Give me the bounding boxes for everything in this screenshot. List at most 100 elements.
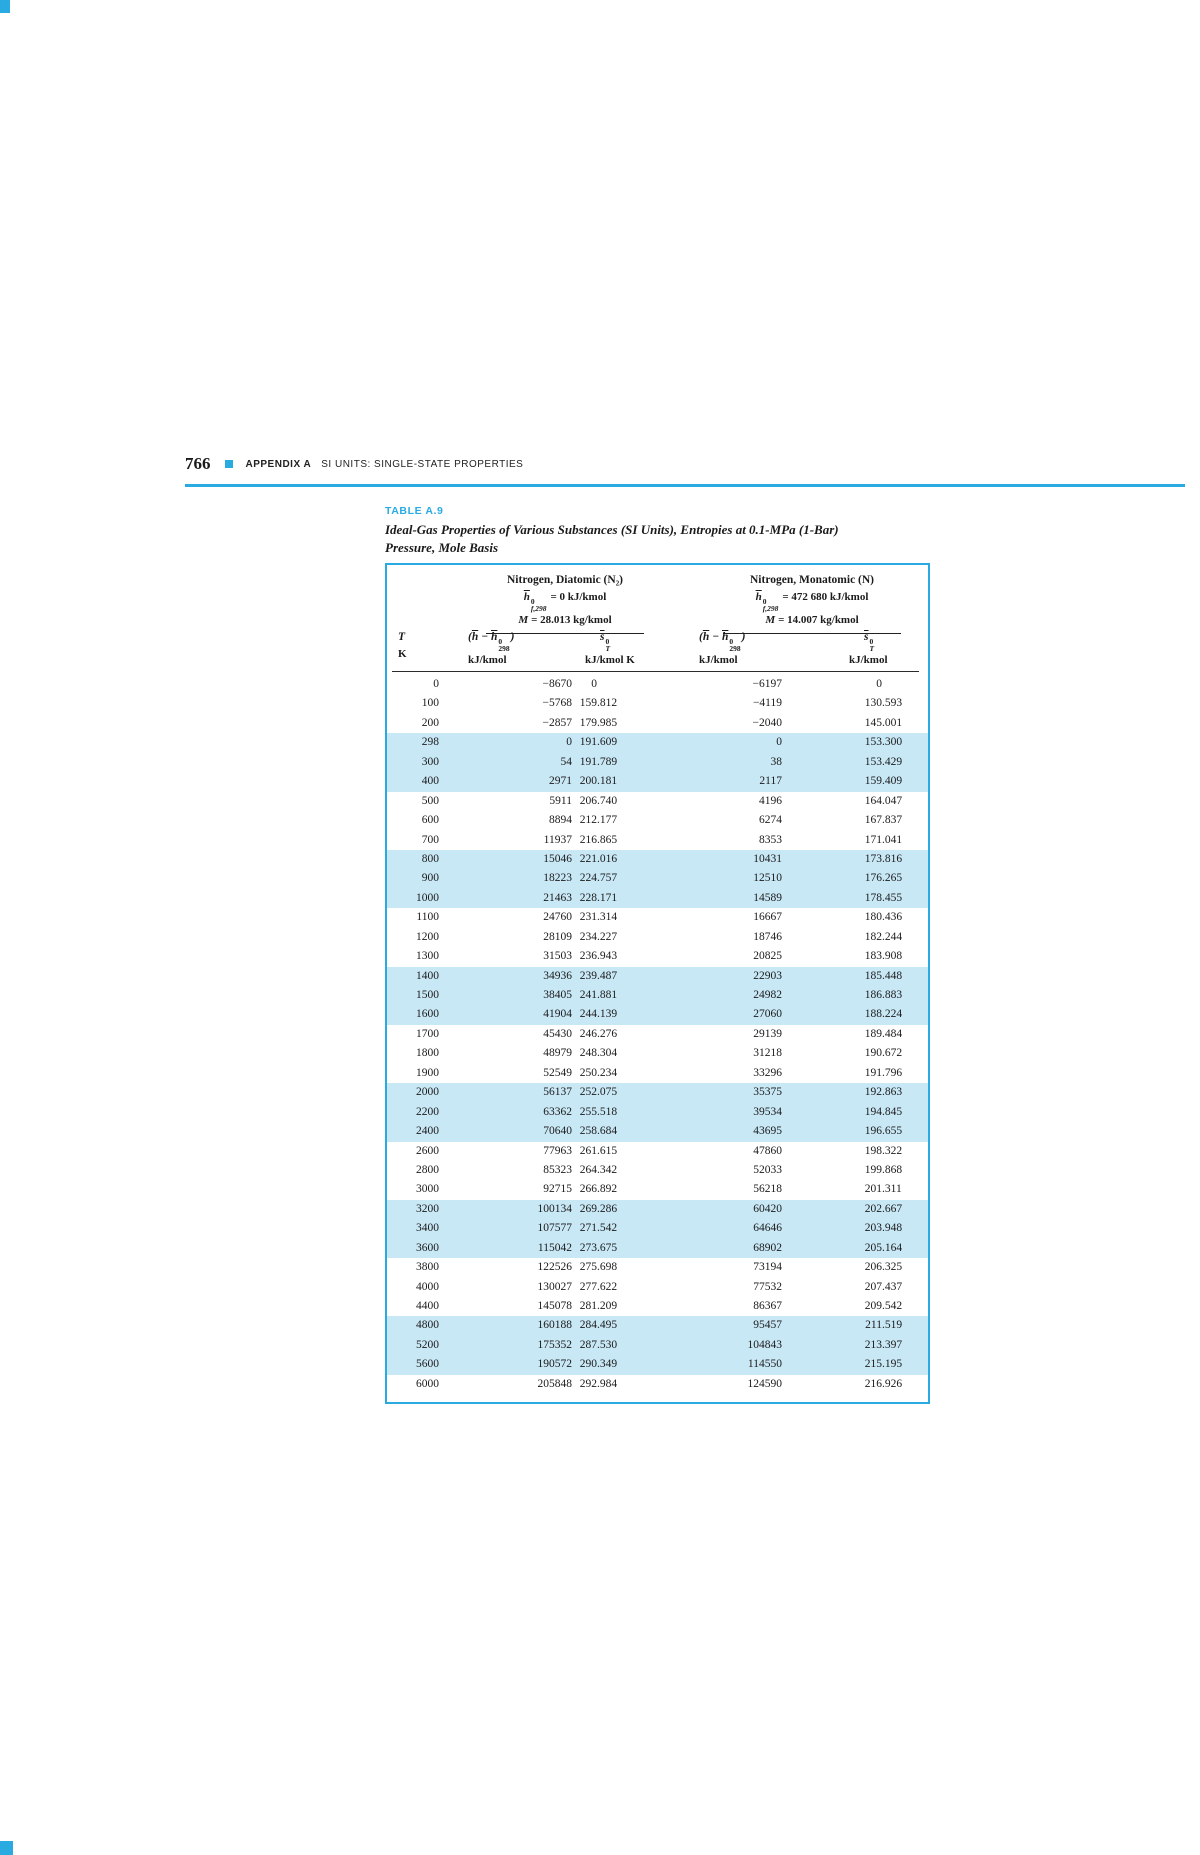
cell-enthalpy: 145078 (537, 1300, 573, 1312)
cell-enthalpy: −8670 (542, 678, 573, 690)
cell-entropy: 159.812 (579, 697, 618, 710)
h-bar-symbol: h (702, 631, 710, 643)
cell-entropy: 290.349 (579, 1358, 618, 1371)
table-row: 600 8894 212.177 6274 167.837 (387, 811, 928, 830)
cell-enthalpy: 45430 (543, 1027, 572, 1040)
sup-sub: 0 f,298 (530, 597, 547, 614)
group-underline (723, 633, 901, 635)
cell-enthalpy: 24760 (543, 911, 572, 924)
table-row: 1000 21463 228.171 14589 178.455 (387, 888, 928, 909)
cell-enthalpy: 38405 (543, 989, 572, 1001)
cell-temperature: 3600 (416, 1241, 439, 1254)
table-row: 2000 56137 252.075 35375 192.863 (387, 1083, 928, 1103)
cell-enthalpy: 31503 (543, 950, 572, 963)
cell-temperature: 2200 (416, 1105, 439, 1118)
hf-value: = 472 680 kJ/kmol (782, 591, 869, 603)
cell-entropy: 153.429 (864, 755, 903, 768)
cell-enthalpy: 14589 (753, 891, 782, 904)
cell-entropy: 145.001 (864, 716, 903, 729)
table-row: 2200 63362 255.518 39534 194.845 (387, 1102, 928, 1123)
s-bar-symbol: s (600, 631, 605, 643)
cell-enthalpy: 0 (566, 736, 572, 749)
cell-entropy: 186.883 (864, 989, 903, 1001)
cell-enthalpy: 43695 (753, 1125, 782, 1138)
cell-entropy: 264.342 (579, 1163, 618, 1176)
cell-enthalpy: 68902 (753, 1241, 782, 1254)
cell-entropy: 180.436 (864, 911, 903, 924)
cell-entropy: 216.865 (579, 833, 618, 846)
page-number: 766 (185, 454, 211, 473)
cell-entropy: 287.530 (579, 1338, 618, 1351)
cell-entropy: 271.542 (579, 1222, 618, 1235)
cell-enthalpy: 100134 (537, 1202, 573, 1215)
cell-enthalpy: 205848 (537, 1377, 573, 1390)
cell-enthalpy: 38 (770, 755, 783, 768)
table-title-line1: Ideal-Gas Properties of Various Substanc… (385, 522, 839, 537)
table-row: 5200 175352 287.530 104843 213.397 (387, 1335, 928, 1356)
cell-enthalpy: 130027 (537, 1280, 573, 1293)
cell-entropy: 212.177 (579, 814, 618, 827)
cell-enthalpy: 47860 (753, 1144, 782, 1157)
cell-enthalpy: 124590 (747, 1377, 783, 1390)
page-corner-mark-bottom (0, 1841, 13, 1855)
cell-enthalpy: 12510 (753, 872, 782, 885)
cell-enthalpy: 60420 (753, 1202, 782, 1215)
cell-temperature: 900 (421, 872, 439, 885)
cell-entropy: 188.224 (864, 1008, 903, 1021)
cell-temperature: 3200 (416, 1202, 439, 1215)
cell-entropy: 194.845 (864, 1105, 903, 1118)
table-row: 4000 130027 277.622 77532 207.437 (387, 1278, 928, 1297)
cell-entropy: 241.881 (579, 989, 618, 1001)
cell-entropy: 167.837 (864, 814, 903, 827)
cell-enthalpy: 95457 (753, 1319, 782, 1332)
group-header-nitrogen-diatomic: Nitrogen, Diatomic (N₂) h 0 f,298 = 0 kJ/km… (442, 572, 688, 635)
table-row: 3200 100134 269.286 60420 202.667 (387, 1199, 928, 1220)
cell-entropy: 0 (591, 678, 597, 690)
h-bar-symbol: h (523, 591, 530, 603)
h-bar-symbol: h (471, 631, 479, 643)
cell-enthalpy: 33296 (753, 1066, 782, 1079)
cell-temperature: 4000 (416, 1280, 439, 1293)
cell-temperature: 800 (421, 852, 439, 865)
cell-entropy: 153.300 (864, 736, 903, 749)
table-row: 3000 92715 266.892 56218 201.311 (387, 1180, 928, 1199)
cell-entropy: 261.615 (579, 1144, 618, 1157)
table-row: 298 0 191.609 0 153.300 (387, 733, 928, 753)
cell-temperature: 300 (421, 755, 439, 768)
table-row: 1900 52549 250.234 33296 191.796 (387, 1064, 928, 1083)
cell-temperature: 6000 (416, 1377, 439, 1390)
h-bar-symbol: h (721, 631, 729, 643)
cell-temperature: 0 (433, 678, 439, 690)
h-bar-symbol: h (755, 591, 762, 603)
cell-entropy: 215.195 (864, 1358, 903, 1371)
cell-enthalpy: 2117 (759, 775, 782, 788)
cell-enthalpy: 8353 (759, 833, 782, 846)
header-rule (185, 484, 1185, 487)
cell-enthalpy: 86367 (753, 1300, 782, 1312)
cell-temperature: 1100 (416, 911, 439, 924)
cell-entropy: 182.244 (864, 930, 903, 943)
data-table: Nitrogen, Diatomic (N₂) h 0 f,298 = 0 kJ/km… (385, 563, 930, 1404)
table-row: 700 11937 216.865 8353 171.041 (387, 831, 928, 850)
molar-mass: M = 28.013 kg/kmol (442, 612, 688, 629)
cell-entropy: 179.985 (579, 716, 618, 729)
table-row: 500 5911 206.740 4196 164.047 (387, 792, 928, 811)
cell-entropy: 190.672 (864, 1047, 903, 1060)
cell-enthalpy: −2857 (542, 716, 573, 729)
cell-temperature: 600 (421, 814, 439, 827)
cell-enthalpy: 85323 (543, 1163, 572, 1176)
cell-entropy: 246.276 (579, 1027, 618, 1040)
cell-temperature: 500 (421, 794, 439, 807)
molar-mass-value: = 28.013 kg/kmol (531, 614, 612, 627)
cell-enthalpy: 39534 (753, 1105, 782, 1118)
cell-entropy: 191.789 (579, 755, 618, 768)
cell-temperature: 2400 (416, 1125, 439, 1138)
cell-enthalpy: 35375 (753, 1086, 782, 1099)
cell-enthalpy: 20825 (753, 950, 782, 963)
appendix-label: APPENDIX A (245, 458, 312, 470)
cell-enthalpy: 15046 (543, 852, 572, 865)
cell-temperature: 1400 (416, 969, 439, 982)
